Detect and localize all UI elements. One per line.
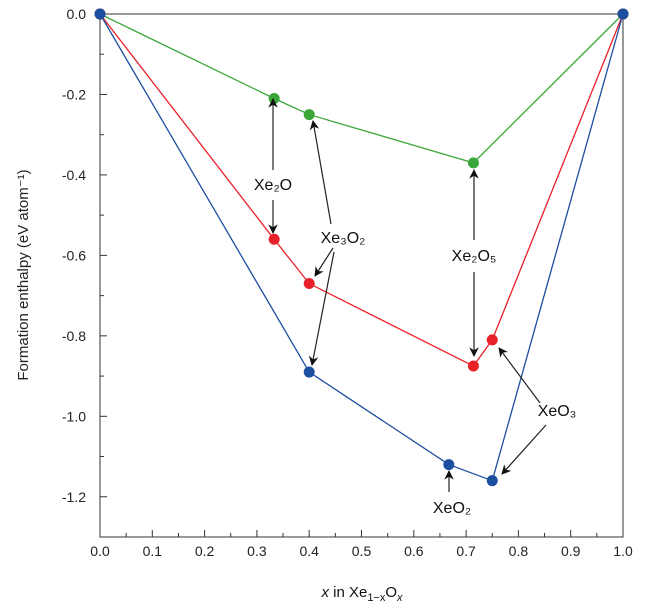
y-tick-label: -0.2 — [62, 86, 86, 102]
annotation-label: Xe₃O₂ — [321, 230, 366, 247]
green-data-point — [268, 92, 280, 104]
y-tick-label: -1.0 — [62, 408, 86, 424]
x-tick-label: 0.8 — [509, 543, 529, 559]
x-tick-label: 0.7 — [456, 543, 476, 559]
y-axis-label: Formation enthalpy (eV atom⁻¹) — [15, 169, 32, 380]
x-tick-label: 0.0 — [90, 543, 110, 559]
annotation-arrows — [268, 98, 547, 492]
axes: 0.0 0.1 0.2 0.3 0.4 0.5 0.6 0.7 0.8 0.9 1.0 0.0 -0.2… — [62, 6, 633, 559]
red-data-point — [268, 233, 280, 245]
y-tick-label: -0.4 — [62, 167, 86, 183]
x-tick-label: 0.5 — [352, 543, 372, 559]
x-tick-label: 0.6 — [404, 543, 424, 559]
y-tick-label: -0.8 — [62, 328, 86, 344]
annotation-arrow — [501, 424, 547, 475]
x-tick-label: 0.2 — [195, 543, 215, 559]
annotation-label: XeO₂ — [433, 500, 471, 517]
red-data-point — [486, 334, 498, 346]
annotation-arrow — [309, 120, 332, 225]
red-series-line — [99, 13, 624, 367]
x-tick-label: 0.3 — [247, 543, 267, 559]
red-data-point — [303, 278, 315, 290]
blue-data-point — [486, 475, 498, 487]
blue-data-point — [617, 8, 629, 20]
y-tick-label: 0.0 — [67, 6, 87, 22]
annotations: Xe₂O Xe₃O₂ Xe₂O₅ XeO₃ XeO₂ — [254, 177, 576, 517]
annotation-label: XeO₃ — [538, 403, 577, 420]
y-tick-label: -1.2 — [62, 489, 86, 505]
blue-data-point — [303, 366, 315, 378]
annotation-label: Xe₂O₅ — [452, 248, 497, 265]
annotation-arrow — [308, 251, 335, 366]
series-group — [94, 8, 629, 487]
x-tick-label: 0.1 — [143, 543, 163, 559]
x-tick-label: 1.0 — [613, 543, 633, 559]
red-data-point — [467, 360, 479, 372]
x-tick-label: 0.4 — [299, 543, 319, 559]
annotation-label: Xe₂O — [254, 177, 292, 194]
green-data-point — [303, 109, 315, 121]
x-axis-label: x in Xe1−xOx — [320, 584, 403, 604]
x-tick-label: 0.9 — [561, 543, 581, 559]
blue-data-point — [443, 459, 455, 471]
y-tick-label: -0.6 — [62, 247, 86, 263]
blue-data-point — [94, 8, 106, 20]
annotation-arrow — [498, 347, 541, 404]
green-data-point — [467, 157, 479, 169]
green-series-line — [99, 13, 624, 164]
annotation-arrow — [314, 247, 334, 277]
